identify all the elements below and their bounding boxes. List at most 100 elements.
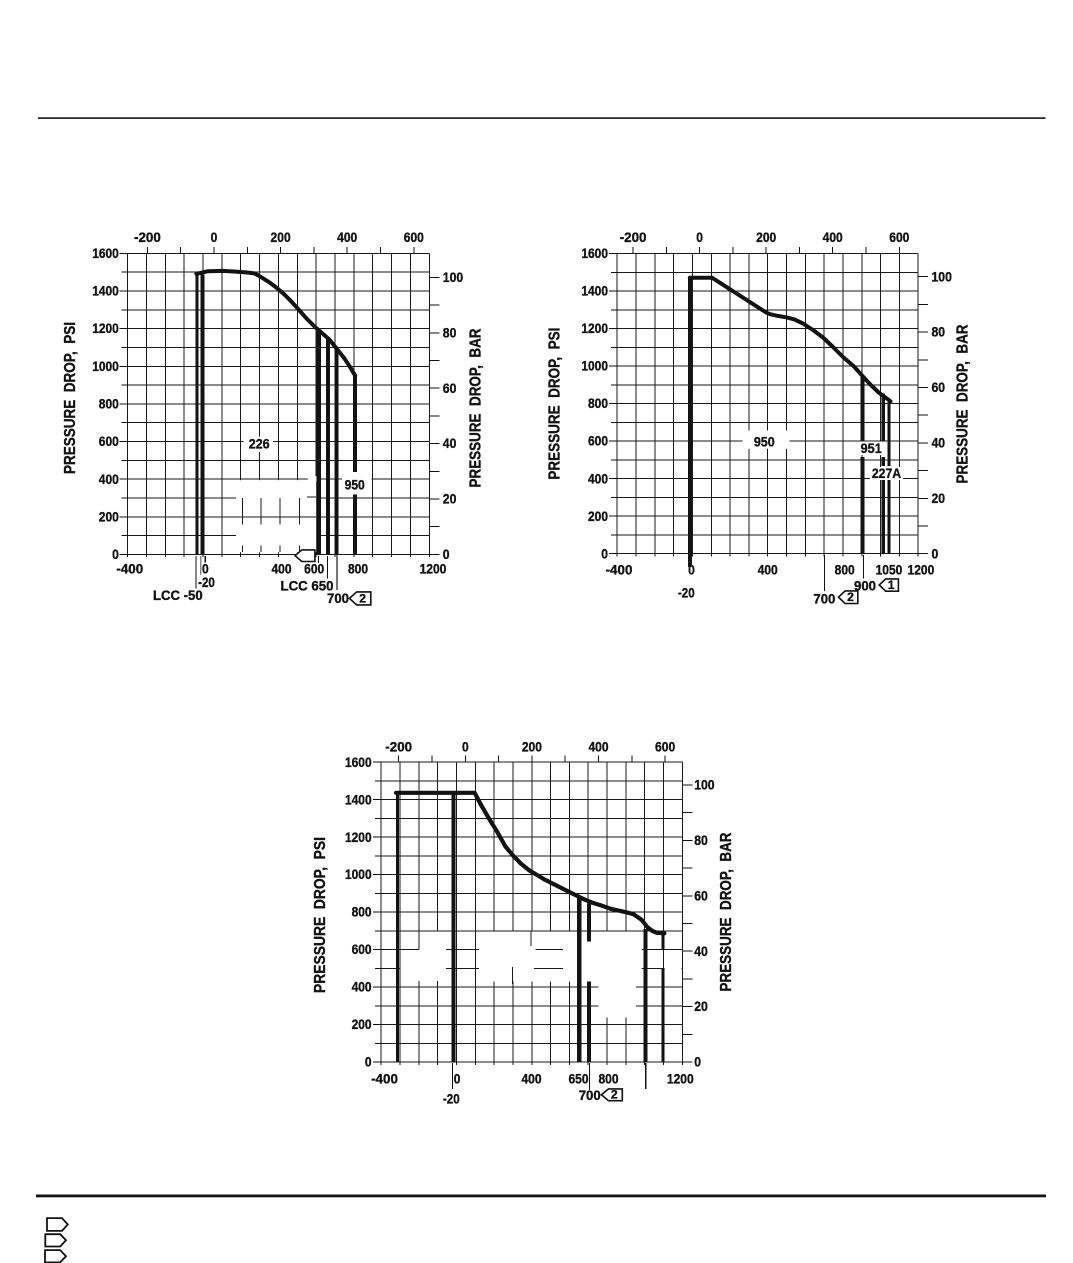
svg-text:-400: -400 — [116, 562, 143, 577]
svg-text:950: 950 — [754, 434, 775, 449]
svg-text:PRESSURE DROP, PSI: PRESSURE DROP, PSI — [547, 328, 564, 480]
svg-text:PRESSURE DROP, PSI: PRESSURE DROP, PSI — [62, 322, 79, 474]
svg-text:-400: -400 — [606, 563, 633, 578]
svg-text:0: 0 — [211, 230, 218, 245]
svg-text:PRESSURE DROP, BAR: PRESSURE DROP, BAR — [718, 833, 735, 992]
svg-text:40: 40 — [694, 944, 708, 959]
svg-text:0: 0 — [601, 546, 608, 561]
svg-text:400: 400 — [758, 563, 778, 578]
svg-text:1400: 1400 — [581, 284, 608, 299]
svg-text:60: 60 — [932, 380, 946, 395]
svg-text:900: 900 — [854, 578, 876, 593]
svg-text:0: 0 — [112, 547, 119, 562]
svg-text:600: 600 — [404, 230, 424, 245]
svg-text:40: 40 — [932, 436, 946, 451]
svg-text:0: 0 — [365, 1055, 372, 1070]
svg-text:600: 600 — [655, 740, 675, 755]
svg-text:2: 2 — [359, 592, 366, 606]
svg-text:800: 800 — [835, 563, 855, 578]
svg-text:2: 2 — [611, 1087, 618, 1101]
svg-text:-200: -200 — [620, 230, 647, 245]
svg-text:400: 400 — [99, 472, 119, 487]
svg-text:1200: 1200 — [420, 562, 447, 577]
svg-text:100: 100 — [694, 778, 714, 793]
svg-text:1400: 1400 — [345, 792, 372, 807]
svg-text:80: 80 — [694, 833, 708, 848]
svg-text:600: 600 — [304, 562, 324, 577]
svg-text:800: 800 — [348, 562, 368, 577]
svg-text:400: 400 — [337, 230, 357, 245]
svg-text:700: 700 — [579, 1088, 601, 1103]
svg-text:1050: 1050 — [876, 563, 903, 578]
svg-text:-200: -200 — [385, 740, 412, 755]
svg-text:400: 400 — [588, 740, 608, 755]
svg-text:LCC 650: LCC 650 — [281, 578, 334, 593]
svg-text:-200: -200 — [134, 230, 161, 245]
svg-text:800: 800 — [352, 905, 372, 920]
svg-text:20: 20 — [932, 491, 946, 506]
svg-text:60: 60 — [443, 381, 457, 396]
svg-text:1200: 1200 — [92, 321, 119, 336]
svg-text:PRESSURE DROP, BAR: PRESSURE DROP, BAR — [955, 325, 972, 484]
svg-text:60: 60 — [694, 888, 708, 903]
svg-text:600: 600 — [99, 434, 119, 449]
svg-text:1000: 1000 — [581, 359, 608, 374]
svg-text:1600: 1600 — [92, 246, 119, 261]
svg-text:1200: 1200 — [345, 830, 372, 845]
svg-text:-20: -20 — [678, 586, 695, 601]
svg-text:1000: 1000 — [345, 867, 372, 882]
svg-text:20: 20 — [443, 492, 457, 507]
svg-text:950: 950 — [345, 478, 365, 493]
svg-text:600: 600 — [588, 434, 608, 449]
svg-text:1200: 1200 — [908, 563, 935, 578]
svg-text:1200: 1200 — [581, 321, 608, 336]
svg-text:2: 2 — [847, 590, 854, 604]
svg-text:20: 20 — [694, 999, 708, 1014]
svg-text:40: 40 — [443, 436, 457, 451]
svg-text:-400: -400 — [371, 1072, 398, 1087]
svg-text:100: 100 — [932, 269, 952, 284]
svg-text:600: 600 — [352, 942, 372, 957]
svg-text:0: 0 — [688, 563, 695, 578]
svg-text:-20: -20 — [198, 575, 215, 590]
svg-text:0: 0 — [932, 546, 939, 561]
svg-text:80: 80 — [932, 325, 946, 340]
svg-text:200: 200 — [352, 1017, 372, 1032]
svg-text:700: 700 — [813, 591, 835, 606]
svg-text:1400: 1400 — [92, 284, 119, 299]
svg-text:226: 226 — [249, 437, 270, 452]
svg-text:0: 0 — [696, 230, 703, 245]
svg-text:1600: 1600 — [581, 246, 608, 261]
svg-text:PRESSURE DROP, PSI: PRESSURE DROP, PSI — [312, 837, 329, 993]
svg-text:100: 100 — [443, 270, 463, 285]
svg-text:0: 0 — [202, 562, 209, 577]
svg-text:200: 200 — [522, 740, 542, 755]
svg-text:200: 200 — [756, 230, 776, 245]
svg-text:650: 650 — [568, 1072, 588, 1087]
svg-text:PRESSURE DROP, BAR: PRESSURE DROP, BAR — [468, 329, 485, 488]
svg-text:80: 80 — [443, 325, 457, 340]
svg-text:800: 800 — [598, 1072, 618, 1087]
svg-text:-20: -20 — [443, 1092, 460, 1107]
svg-text:1000: 1000 — [92, 359, 119, 374]
svg-text:1: 1 — [888, 578, 895, 592]
svg-text:800: 800 — [99, 397, 119, 412]
svg-text:1200: 1200 — [667, 1072, 694, 1087]
svg-text:200: 200 — [271, 230, 291, 245]
svg-text:400: 400 — [588, 471, 608, 486]
svg-text:951: 951 — [861, 441, 883, 456]
svg-text:0: 0 — [443, 547, 450, 562]
svg-text:0: 0 — [454, 1072, 461, 1087]
svg-text:400: 400 — [521, 1072, 541, 1087]
svg-text:400: 400 — [271, 562, 291, 577]
svg-text:400: 400 — [352, 980, 372, 995]
svg-text:400: 400 — [823, 230, 843, 245]
svg-text:227A: 227A — [872, 466, 902, 481]
svg-text:700: 700 — [327, 591, 349, 606]
svg-text:0: 0 — [694, 1055, 701, 1070]
svg-text:200: 200 — [588, 509, 608, 524]
svg-text:1600: 1600 — [345, 755, 372, 770]
svg-text:800: 800 — [588, 396, 608, 411]
svg-text:0: 0 — [462, 740, 469, 755]
svg-text:600: 600 — [889, 230, 909, 245]
